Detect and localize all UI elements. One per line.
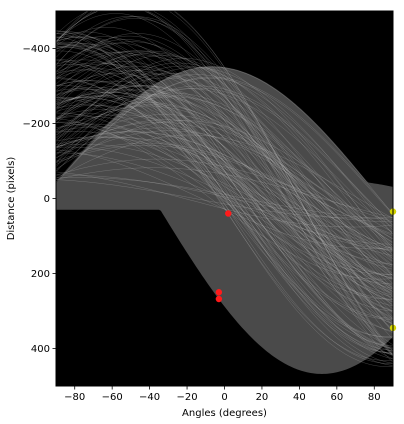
x-axis-label: Angles (degrees) (182, 408, 267, 419)
x-tick-label: −40 (139, 392, 160, 403)
sinusoid-lines (56, 11, 393, 367)
x-tick-label: −20 (177, 392, 198, 403)
accumulator-band (56, 66, 393, 374)
x-tick-label: −80 (64, 392, 85, 403)
x-tick-label: 80 (368, 392, 381, 403)
y-axis-ticks: −400 −200 0 200 400 (23, 44, 56, 355)
x-tick-label: −60 (102, 392, 123, 403)
y-axis-label: Distance (pixels) (6, 157, 17, 241)
x-tick-label: 40 (293, 392, 306, 403)
accumulator-image (56, 11, 393, 374)
peak-marker-3 (215, 295, 223, 303)
peak-marker-1 (225, 210, 232, 217)
x-tick-label: 20 (256, 392, 269, 403)
x-tick-label: 60 (330, 392, 343, 403)
y-tick-label: −400 (23, 44, 50, 55)
y-tick-label: 200 (31, 269, 50, 280)
x-tick-label: 0 (221, 392, 227, 403)
peak-marker-2 (215, 289, 223, 296)
y-tick-label: 0 (44, 194, 50, 205)
y-tick-label: −200 (23, 119, 50, 130)
x-axis-ticks: −80 −60 −40 −20 0 20 40 60 80 (64, 386, 381, 403)
y-tick-label: 400 (31, 344, 50, 355)
